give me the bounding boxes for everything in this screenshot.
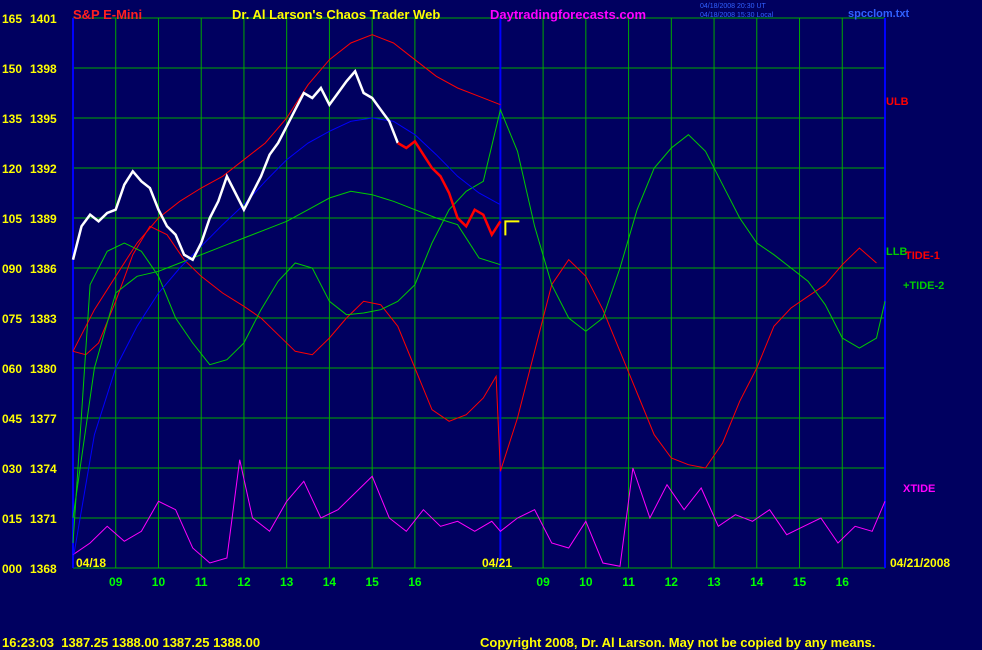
y-tick-osc: 015 (2, 512, 22, 526)
y-tick-osc: 135 (2, 112, 22, 126)
x-axis-labels: 09 10 11 12 13 14 15 16 09 10 11 12 13 14 15 16 (109, 575, 849, 589)
x-tick-label: 10 (152, 575, 166, 589)
recent-price-line (397, 139, 502, 238)
y-tick-osc: 105 (2, 212, 22, 226)
y-tick-price: 1389 (30, 212, 57, 226)
x-tick-label: 14 (323, 575, 337, 589)
x-tick-label: 16 (408, 575, 422, 589)
timestamp-local: 04/18/2008 15:30 Local (700, 12, 774, 19)
symbol-title: S&P E-Mini (73, 7, 142, 22)
y-axis-labels: 165 1401 150 1398 135 1395 120 1392 105 1389 090 13… (2, 12, 57, 576)
site-title: Daytradingforecasts.com (490, 7, 646, 22)
date-end: 04/21/2008 (890, 556, 950, 570)
x-tick-label: 15 (365, 575, 379, 589)
ulb-line (72, 34, 501, 352)
x-tick-label: 09 (536, 575, 550, 589)
x-tick-label: 12 (237, 575, 251, 589)
y-tick-price: 1392 (30, 162, 57, 176)
x-tick-label: 14 (750, 575, 764, 589)
x-tick-label: 12 (665, 575, 679, 589)
x-tick-label: 15 (793, 575, 807, 589)
y-tick-price: 1401 (30, 12, 57, 26)
y-tick-osc: 000 (2, 562, 22, 576)
y-tick-osc: 165 (2, 12, 22, 26)
y-tick-osc: 045 (2, 412, 22, 426)
x-tick-label: 11 (195, 575, 208, 589)
x-tick-label: 11 (622, 575, 635, 589)
x-tick-label: 16 (836, 575, 850, 589)
y-tick-price: 1383 (30, 312, 57, 326)
date-middle: 04/21 (482, 556, 512, 570)
x-tick-label: 13 (280, 575, 294, 589)
y-tick-osc: 150 (2, 62, 22, 76)
filename: spcclom.txt (848, 8, 909, 20)
y-tick-price: 1374 (30, 462, 57, 476)
y-tick-price: 1398 (30, 62, 57, 76)
y-tick-price: 1386 (30, 262, 57, 276)
label-xtide: XTIDE (903, 483, 935, 495)
moving-average-line (72, 117, 501, 560)
tide1-line (72, 225, 877, 472)
x-tick-label: 09 (109, 575, 123, 589)
current-price-marker (504, 220, 520, 236)
label-tide1: TIDE-1 (905, 250, 940, 262)
y-tick-price: 1377 (30, 412, 57, 426)
y-tick-osc: 075 (2, 312, 22, 326)
tide2-line (72, 108, 886, 544)
y-tick-osc: 030 (2, 462, 22, 476)
price-line (71, 68, 399, 262)
y-tick-price: 1371 (30, 512, 57, 526)
label-llb: LLB (886, 246, 907, 258)
x-tick-label: 13 (707, 575, 721, 589)
date-start: 04/18 (76, 556, 106, 570)
y-tick-price: 1380 (30, 362, 57, 376)
y-tick-price: 1395 (30, 112, 57, 126)
y-tick-osc: 060 (2, 362, 22, 376)
xtide-line (72, 459, 886, 567)
footer-quote: 16:23:03 1387.25 1388.00 1387.25 1388.00 (2, 635, 260, 650)
timestamp-ut: 04/18/2008 20:30 UT (700, 3, 766, 10)
y-tick-price: 1368 (30, 562, 57, 576)
label-ulb: ULB (886, 96, 909, 108)
y-tick-osc: 090 (2, 262, 22, 276)
chart-title: Dr. Al Larson's Chaos Trader Web (232, 7, 440, 22)
label-tide2: +TIDE-2 (903, 280, 944, 292)
footer-copyright: Copyright 2008, Dr. Al Larson. May not b… (480, 635, 875, 650)
series-layer (71, 34, 886, 567)
x-tick-label: 10 (579, 575, 593, 589)
y-tick-osc: 120 (2, 162, 22, 176)
llb-line (72, 190, 501, 519)
